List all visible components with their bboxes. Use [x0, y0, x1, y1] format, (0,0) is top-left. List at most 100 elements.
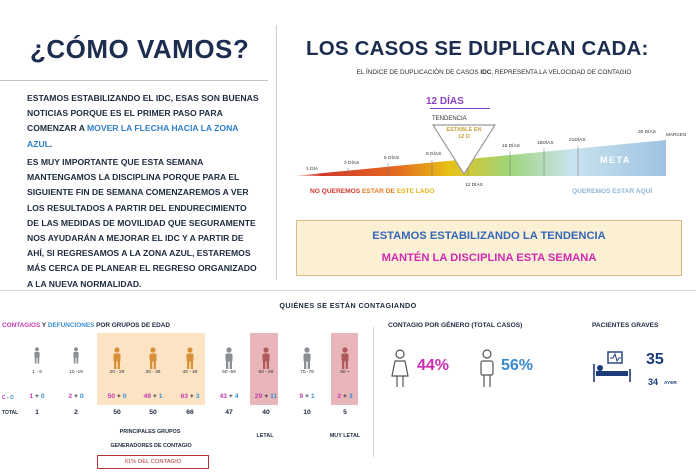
age-range: 30 - 39: [145, 370, 161, 375]
message-line-2: MANTÉN LA DISCIPLINA ESTA SEMANA: [381, 252, 597, 264]
total-value: 47: [225, 409, 233, 416]
cases-value: 50: [107, 393, 116, 400]
age-group: 50 -59 43 + 4 47: [214, 333, 244, 416]
plus-sign: +: [115, 393, 123, 400]
tick-label: 9 DÍAS: [426, 152, 442, 157]
cases-value: 1: [29, 393, 34, 400]
tick-label: 18DÍAS: [537, 141, 554, 146]
muy-letal-label: MUY LETAL: [329, 433, 361, 439]
subtitle-text-c: , REPRESENTA LA VELOCIDAD DE CONTAGIO: [491, 69, 632, 76]
graves-title: PACIENTES GRAVES: [592, 322, 659, 329]
deaths-value: 4: [234, 393, 239, 400]
cases-deaths: 43 + 4: [208, 393, 250, 400]
deaths-value: 1: [310, 393, 315, 400]
total-value: 40: [262, 409, 270, 416]
cases-value: 2: [68, 393, 73, 400]
cases-value: 2: [337, 393, 342, 400]
age-range: 60 - 69: [258, 370, 274, 375]
cases-deaths: 29 + 11: [245, 393, 287, 400]
plus-sign: +: [341, 393, 349, 400]
plus-sign: +: [188, 393, 196, 400]
total-value: 50: [113, 409, 121, 416]
age-group: 70 -79 9 + 1 10: [292, 333, 322, 416]
row-label-cd: C - D: [2, 395, 14, 401]
person-icon: [73, 347, 79, 364]
cases-deaths: 2 + 0: [55, 393, 97, 400]
tendencia-arrow-icon: [432, 124, 496, 176]
age-group: 80 + 2 + 3 5: [330, 333, 360, 416]
cases-deaths: 9 + 1: [286, 393, 328, 400]
deaths-value: 3: [195, 393, 200, 400]
idc-scale: 12 DÍAS TENDENCIA ESTABLE EN 12 D 1 DÍA …: [282, 0, 696, 220]
left-column: ¿CÓMO VAMOS? ESTAMOS ESTABILIZANDO EL ID…: [0, 0, 272, 290]
range-label: 12 DÍAS: [426, 96, 464, 107]
letal-label: LETAL: [256, 433, 274, 439]
age-range: 80 +: [340, 370, 350, 375]
contagio-percentage-box: 61% DEL CONTAGIO: [97, 455, 209, 469]
highlight-letal: [250, 333, 278, 405]
tendencia-label: TENDENCIA: [432, 116, 467, 122]
total-value: 2: [74, 409, 78, 416]
person-icon: [186, 347, 194, 369]
idc-subtitle: EL ÍNDICE DE DUPLICACIÓN DE CASOS IDC, R…: [304, 69, 684, 76]
generadores-label: GENERADORES DE CONTAGIO: [110, 443, 192, 449]
total-value: 66: [186, 409, 194, 416]
paragraph-2: ES MUY IMPORTANTE QUE ESTA SEMANA MANTEN…: [27, 157, 257, 289]
plus-sign: +: [33, 393, 41, 400]
person-icon: [341, 347, 349, 369]
cases-value: 29: [254, 393, 263, 400]
age-group: 40 - 49 63 + 3 66: [175, 333, 205, 416]
right-column: LOS CASOS SE DUPLICAN CADA: EL ÍNDICE DE…: [282, 0, 696, 290]
graves-yesterday: 34: [648, 377, 659, 387]
deaths-value: 11: [270, 393, 278, 400]
person-icon: [34, 347, 40, 364]
idc-scale-graphic: [292, 140, 666, 176]
tick-label: 6 DÍAS: [384, 156, 400, 161]
tick-label: 3 DÍAS: [344, 161, 360, 166]
blue-zone-text: MOVER LA FLECHA HACIA LA ZONA AZUL: [27, 123, 239, 149]
deaths-value: 0: [79, 393, 84, 400]
message-box: ESTAMOS ESTABILIZANDO LA TENDENCIA MANTÉ…: [296, 220, 682, 276]
person-icon: [149, 347, 157, 369]
woman-icon: [391, 349, 409, 387]
women-percentage: 44%: [417, 357, 450, 374]
row-label-sep: -: [5, 395, 11, 401]
deaths-value: 0: [122, 393, 127, 400]
genero-title: CONTAGIO POR GÉNERO (TOTAL CASOS): [388, 322, 523, 329]
age-group: 30 - 39 49 + 1 50: [138, 333, 168, 416]
no-queremos-a: NO QUEREMOS: [310, 188, 363, 195]
age-group: 20 - 29 50 + 0 50: [102, 333, 132, 416]
age-groups-title: CONTAGIOS Y DEFUNCIONES POR GRUPOS DE ED…: [2, 322, 170, 329]
vertical-divider: [373, 327, 374, 457]
highlight-main-groups: [97, 333, 205, 405]
paragraph-1: ESTAMOS ESTABILIZANDO EL IDC, ESAS SON B…: [27, 91, 259, 152]
person-icon: [262, 347, 270, 369]
cases-deaths: 49 + 1: [132, 393, 174, 400]
cases-deaths: 2 + 3: [324, 393, 366, 400]
age-range: 70 -79: [300, 370, 314, 375]
person-icon: [225, 347, 233, 369]
row-label-total: TOTAL: [2, 410, 19, 416]
margen-label: MARGEN: [666, 132, 687, 137]
total-value: 10: [303, 409, 311, 416]
vertical-divider: [276, 25, 277, 280]
age-range: 40 - 49: [182, 370, 198, 375]
tick-label: 1 DÍA: [306, 167, 318, 172]
man-icon: [480, 349, 494, 387]
hospital-bed-icon: [593, 351, 631, 382]
meta-label: META: [600, 155, 631, 165]
deaths-value: 3: [348, 393, 353, 400]
cases-value: 63: [180, 393, 189, 400]
age-range: 20 - 29: [109, 370, 125, 375]
plus-sign: +: [262, 393, 271, 400]
tick-label: 30 DÍAS: [638, 130, 656, 135]
deaths-value: 1: [158, 393, 163, 400]
por-grupos-text: POR GRUPOS DE EDAD: [94, 322, 170, 329]
idc-wedge: [292, 140, 666, 176]
no-queremos-label: NO QUEREMOS ESTAR DE ESTE LADO: [310, 188, 434, 195]
cases-value: 43: [219, 393, 228, 400]
graves-today: 35: [646, 351, 664, 368]
plus-sign: +: [72, 393, 80, 400]
